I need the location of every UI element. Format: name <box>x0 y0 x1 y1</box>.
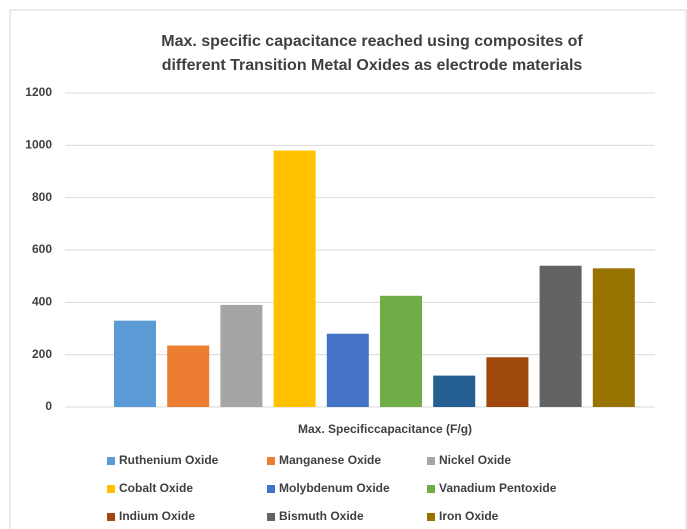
legend-label: Manganese Oxide <box>279 453 381 467</box>
bar <box>380 295 422 407</box>
legend-swatch <box>267 513 275 521</box>
legend-label: Bismuth Oxide <box>279 509 364 523</box>
y-tick-label: 0 <box>45 399 52 413</box>
legend-label: Cobalt Oxide <box>119 481 193 495</box>
legend-label: Vanadium Pentoxide <box>439 481 557 495</box>
legend-swatch <box>267 457 275 465</box>
bar <box>592 268 635 407</box>
legend-swatch <box>107 485 115 493</box>
legend-label: Ruthenium Oxide <box>119 453 219 467</box>
legend-swatch <box>267 485 275 493</box>
bar <box>326 333 369 407</box>
bar <box>433 375 476 407</box>
legend-swatch <box>427 485 435 493</box>
legend-swatch <box>107 457 115 465</box>
bar <box>167 345 210 407</box>
chart-title: Max. specific capacitance reached using … <box>161 33 583 50</box>
legend-swatch <box>107 513 115 521</box>
y-tick-label: 800 <box>32 190 52 204</box>
legend-label: Indium Oxide <box>119 509 195 523</box>
chart-border <box>9 9 687 529</box>
legend-label: Nickel Oxide <box>439 453 511 467</box>
bar <box>220 304 263 407</box>
legend-swatch <box>427 513 435 521</box>
y-tick-label: 200 <box>32 347 52 361</box>
y-tick-label: 400 <box>32 295 52 309</box>
y-tick-label: 1000 <box>25 138 52 152</box>
y-tick-label: 600 <box>32 242 52 256</box>
bar <box>273 150 316 408</box>
bar <box>539 265 582 407</box>
chart-subtitle: different Transition Metal Oxides as ele… <box>162 57 583 74</box>
legend-label: Molybdenum Oxide <box>279 481 390 495</box>
y-tick-label: 1200 <box>25 85 52 99</box>
legend-swatch <box>427 457 435 465</box>
legend-label: Iron Oxide <box>439 509 499 523</box>
x-axis-label: Max. Specificcapacitance (F/g) <box>298 422 472 436</box>
bar <box>114 320 156 407</box>
bar <box>486 357 529 407</box>
